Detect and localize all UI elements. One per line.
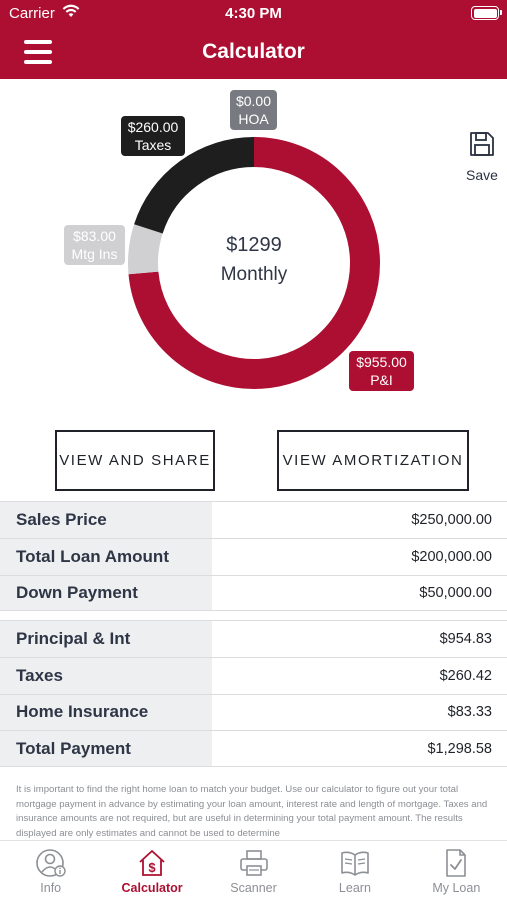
tab-label: My Loan [432, 881, 481, 895]
open-book-icon [341, 851, 369, 876]
tab-label: Learn [338, 881, 371, 895]
taxes-tag: $260.00 Taxes [121, 116, 185, 156]
tab-learn[interactable]: Learn [304, 841, 405, 900]
status-bar: Carrier 4:30 PM [0, 0, 507, 28]
save-button[interactable]: Save [464, 131, 500, 183]
tab-label: Calculator [121, 881, 183, 895]
tab-label: Info [40, 881, 62, 895]
hoa-amount: $0.00 [235, 93, 272, 109]
pi-label: P&I [370, 372, 393, 388]
status-time: 4:30 PM [225, 5, 282, 22]
printer-icon [239, 850, 268, 876]
pi-tag: $955.00 P&I [349, 351, 414, 391]
row-value: $83.33 [447, 704, 492, 721]
donut-segment-p-i [128, 137, 380, 389]
tab-bar: Info $ Calculator Scanner Learn [0, 840, 507, 900]
view-amortization-button[interactable]: VIEW AMORTIZATION [277, 430, 469, 491]
monthly-amount: $1299 [226, 234, 282, 256]
carrier-label: Carrier [9, 5, 55, 22]
table-row[interactable]: Down Payment $50,000.00 [0, 574, 507, 612]
table-row[interactable]: Sales Price $250,000.00 [0, 501, 507, 538]
row-label: Home Insurance [0, 694, 212, 731]
house-dollar-icon: $ [139, 850, 165, 876]
donut-segment-taxes [134, 137, 255, 234]
row-value: $200,000.00 [411, 548, 492, 565]
app-header: Carrier 4:30 PM Calculator [0, 0, 507, 79]
tab-my-loan[interactable]: My Loan [406, 841, 507, 900]
page-title: Calculator [202, 40, 305, 63]
view-and-share-button[interactable]: VIEW AND SHARE [55, 430, 215, 491]
mtg-ins-tag: $83.00 Mtg Ins [64, 225, 125, 265]
donut-segment-mtg-ins [128, 224, 163, 275]
taxes-amount: $260.00 [127, 119, 179, 135]
document-check-icon [446, 849, 467, 877]
table-row[interactable]: Taxes $260.42 [0, 656, 507, 694]
hoa-tag: $0.00 HOA [230, 90, 277, 130]
row-label: Total Loan Amount [0, 538, 212, 575]
floppy-disk-icon [470, 132, 494, 156]
table-row[interactable]: Principal & Int $954.83 [0, 620, 507, 657]
mtg-ins-label: Mtg Ins [71, 246, 118, 262]
person-info-icon [35, 849, 66, 877]
svg-text:$: $ [148, 860, 156, 875]
tab-label: Scanner [230, 881, 277, 895]
tab-scanner[interactable]: Scanner [203, 841, 304, 900]
row-value: $50,000.00 [419, 584, 492, 601]
tab-calculator[interactable]: $ Calculator [101, 841, 202, 900]
row-value: $1,298.58 [427, 740, 492, 757]
tab-info[interactable]: Info [0, 841, 101, 900]
row-label: Down Payment [0, 575, 212, 611]
payment-summary-table: Principal & Int $954.83 Taxes $260.42 Ho… [0, 620, 507, 768]
pi-amount: $955.00 [356, 354, 407, 370]
table-row[interactable]: Total Loan Amount $200,000.00 [0, 537, 507, 575]
row-label: Total Payment [0, 731, 212, 767]
table-row[interactable]: Home Insurance $83.33 [0, 693, 507, 731]
wifi-icon [62, 4, 80, 17]
monthly-label: Monthly [220, 264, 288, 285]
row-label: Taxes [0, 657, 212, 694]
row-label: Principal & Int [0, 621, 212, 657]
taxes-label: Taxes [134, 137, 172, 153]
donut-chart [128, 137, 380, 389]
row-label: Sales Price [0, 502, 212, 538]
hoa-label: HOA [238, 111, 269, 127]
mtg-ins-amount: $83.00 [73, 228, 116, 244]
save-label: Save [466, 167, 498, 183]
disclaimer-text: It is important to find the right home l… [16, 784, 488, 839]
loan-summary-table: Sales Price $250,000.00 Total Loan Amoun… [0, 501, 507, 612]
row-value: $954.83 [439, 630, 492, 647]
battery-icon [471, 6, 502, 20]
hamburger-menu-icon[interactable] [24, 40, 52, 64]
row-value: $250,000.00 [411, 511, 492, 528]
row-value: $260.42 [439, 667, 492, 684]
table-row[interactable]: Total Payment $1,298.58 [0, 730, 507, 768]
payment-breakdown-chart: $1299 Monthly $0.00 HOA $260.00 Taxes $8… [0, 79, 507, 419]
